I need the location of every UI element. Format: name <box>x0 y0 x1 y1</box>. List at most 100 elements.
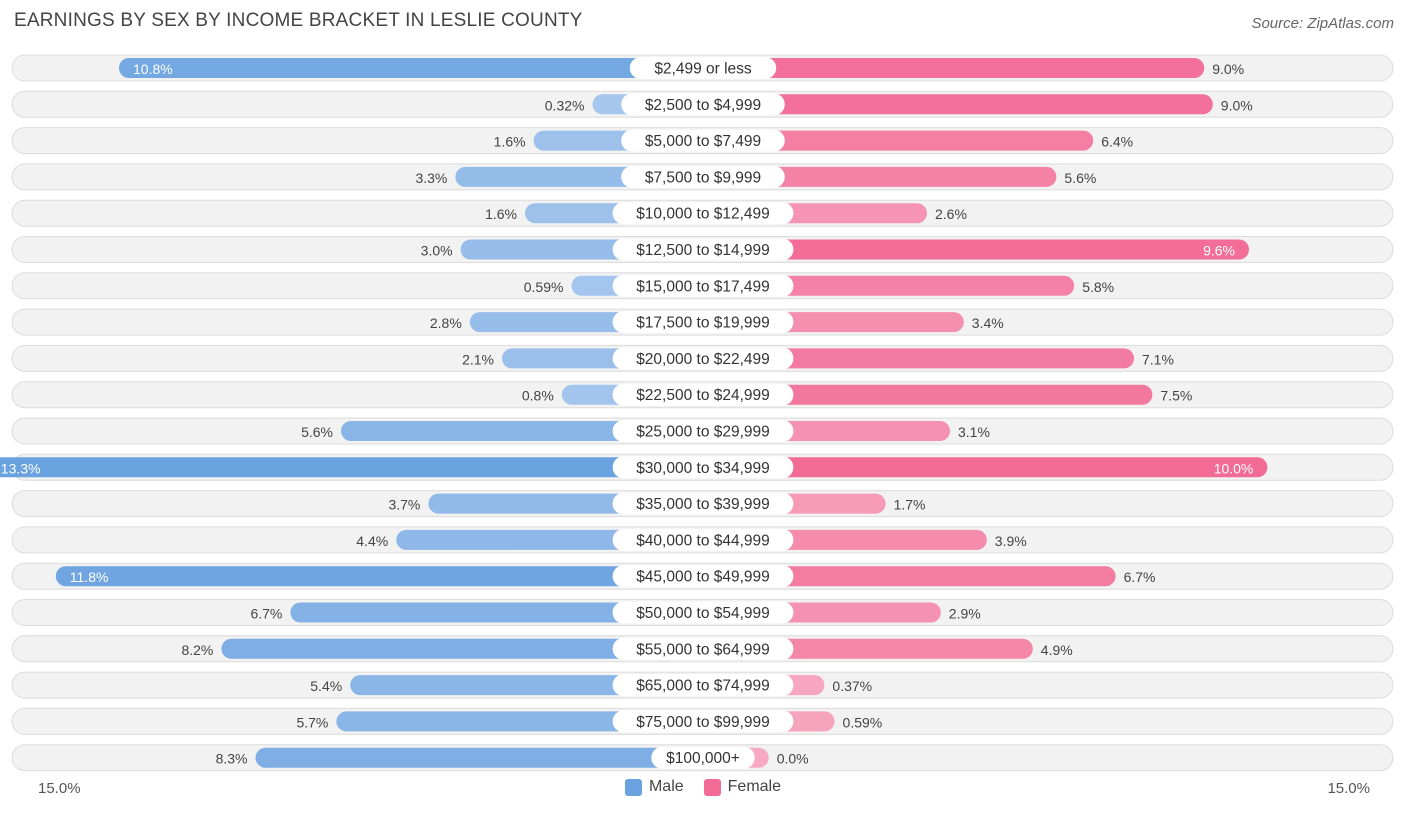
bar-female <box>703 275 1075 296</box>
value-label-male: 3.0% <box>421 243 453 259</box>
legend-label-female: Female <box>727 778 782 795</box>
category-label: $10,000 to $12,499 <box>636 206 770 223</box>
axis-right-label: 15.0% <box>1327 780 1370 797</box>
bar-row: $75,000 to $99,999 5.7% 0.59% <box>11 707 1394 735</box>
legend-swatch-male <box>624 778 642 796</box>
category-label: $2,499 or less <box>654 61 752 78</box>
bar-row: $30,000 to $34,999 13.3% 10.0% <box>0 453 1394 481</box>
bar-male <box>341 421 703 441</box>
value-label-male: 2.8% <box>430 315 462 331</box>
category-pill <box>612 601 794 624</box>
value-label-female: 2.9% <box>949 606 981 622</box>
legend-item-male[interactable]: Male <box>624 778 684 796</box>
value-label-male: 5.6% <box>301 424 333 440</box>
category-label: $17,500 to $19,999 <box>636 315 770 332</box>
bar-male <box>119 58 703 78</box>
category-label: $7,500 to $9,999 <box>645 169 761 186</box>
value-label-female: 6.4% <box>1101 134 1133 150</box>
chart-title: EARNINGS BY SEX BY INCOME BRACKET IN LES… <box>14 10 583 31</box>
value-label-female: 0.0% <box>777 751 809 767</box>
value-label-male: 6.7% <box>250 606 282 622</box>
value-label-male: 4.4% <box>356 533 388 549</box>
value-label-female: 3.4% <box>972 315 1004 331</box>
bar-female <box>703 239 1249 260</box>
value-label-male: 8.3% <box>216 751 248 767</box>
category-pill <box>612 202 794 225</box>
category-label: $100,000+ <box>666 750 740 767</box>
value-label-female: 9.6% <box>1203 243 1235 259</box>
bar-row: $17,500 to $19,999 2.8% 3.4% <box>11 308 1394 336</box>
value-label-male: 3.3% <box>415 170 447 186</box>
category-pill <box>651 746 755 769</box>
value-label-male: 1.6% <box>485 206 517 222</box>
category-label: $25,000 to $29,999 <box>636 424 770 441</box>
value-label-male: 10.8% <box>133 61 173 77</box>
value-label-male: 0.32% <box>545 97 585 113</box>
category-label: $2,500 to $4,999 <box>645 97 761 114</box>
legend-label-male: Male <box>648 778 684 795</box>
category-label: $65,000 to $74,999 <box>636 678 770 695</box>
value-label-male: 2.1% <box>462 351 494 367</box>
value-label-male: 3.7% <box>388 497 420 513</box>
value-label-female: 5.8% <box>1082 279 1114 295</box>
bar-row: $7,500 to $9,999 3.3% 5.6% <box>11 163 1394 191</box>
value-label-female: 6.7% <box>1124 569 1156 585</box>
legend-item-female[interactable]: Female <box>703 778 782 796</box>
category-label: $20,000 to $22,499 <box>636 351 770 368</box>
category-pill <box>612 456 794 479</box>
bar-female <box>703 166 1057 187</box>
category-pill <box>621 165 785 188</box>
bar-row: $100,000+ 8.3% 0.0% <box>11 744 1394 772</box>
category-label: $30,000 to $34,999 <box>636 460 770 477</box>
bar-male <box>290 602 703 623</box>
value-label-female: 3.9% <box>995 533 1027 549</box>
category-pill <box>612 492 794 515</box>
bar-female <box>703 384 1153 405</box>
axis-left-label: 15.0% <box>38 780 81 797</box>
bar-row: $15,000 to $17,499 0.59% 5.8% <box>11 272 1394 300</box>
category-pill <box>612 674 794 697</box>
bar-row: $35,000 to $39,999 3.7% 1.7% <box>11 490 1394 518</box>
bar-row: $45,000 to $49,999 11.8% 6.7% <box>11 562 1394 590</box>
bar-row: $25,000 to $29,999 5.6% 3.1% <box>11 417 1394 445</box>
bar-row: $40,000 to $44,999 4.4% 3.9% <box>11 526 1394 554</box>
bar-row: $2,499 or less 10.8% 9.0% <box>11 54 1394 82</box>
value-label-male: 5.4% <box>310 678 342 694</box>
category-label: $5,000 to $7,499 <box>645 133 761 150</box>
value-label-female: 9.0% <box>1212 61 1244 77</box>
value-label-male: 0.8% <box>522 388 554 404</box>
category-pill <box>621 93 785 116</box>
value-label-male: 5.7% <box>296 714 328 730</box>
category-pill <box>612 565 794 588</box>
category-pill <box>612 528 794 551</box>
value-label-male: 13.3% <box>1 460 41 476</box>
bar-female <box>703 58 1205 78</box>
source-credit: Source: ZipAtlas.com <box>1251 15 1394 32</box>
category-pill <box>621 129 785 152</box>
category-label: $45,000 to $49,999 <box>636 569 770 586</box>
category-label: $75,000 to $99,999 <box>636 714 770 731</box>
bar-female <box>703 457 1268 478</box>
value-label-male: 11.8% <box>70 569 109 585</box>
value-label-male: 8.2% <box>181 642 213 658</box>
bar-male <box>255 747 703 768</box>
bar-row: $5,000 to $7,499 1.6% 6.4% <box>11 127 1394 155</box>
category-pill <box>612 637 794 660</box>
category-label: $22,500 to $24,999 <box>636 387 770 404</box>
value-label-female: 7.5% <box>1160 388 1192 404</box>
category-pill <box>612 383 794 406</box>
category-label: $50,000 to $54,999 <box>636 605 770 622</box>
bar-female <box>703 94 1213 115</box>
bar-male <box>0 457 703 478</box>
value-label-female: 10.0% <box>1214 460 1254 476</box>
category-pill <box>612 238 794 261</box>
value-label-female: 0.37% <box>832 678 872 694</box>
bar-male <box>336 711 703 732</box>
value-label-female: 2.6% <box>935 206 967 222</box>
category-label: $40,000 to $44,999 <box>636 532 770 549</box>
bar-row: $65,000 to $74,999 5.4% 0.37% <box>11 671 1394 699</box>
value-label-female: 0.59% <box>843 714 883 730</box>
category-pill <box>629 57 777 79</box>
bar-row: $22,500 to $24,999 0.8% 7.5% <box>11 381 1394 409</box>
bar-female <box>703 566 1116 587</box>
